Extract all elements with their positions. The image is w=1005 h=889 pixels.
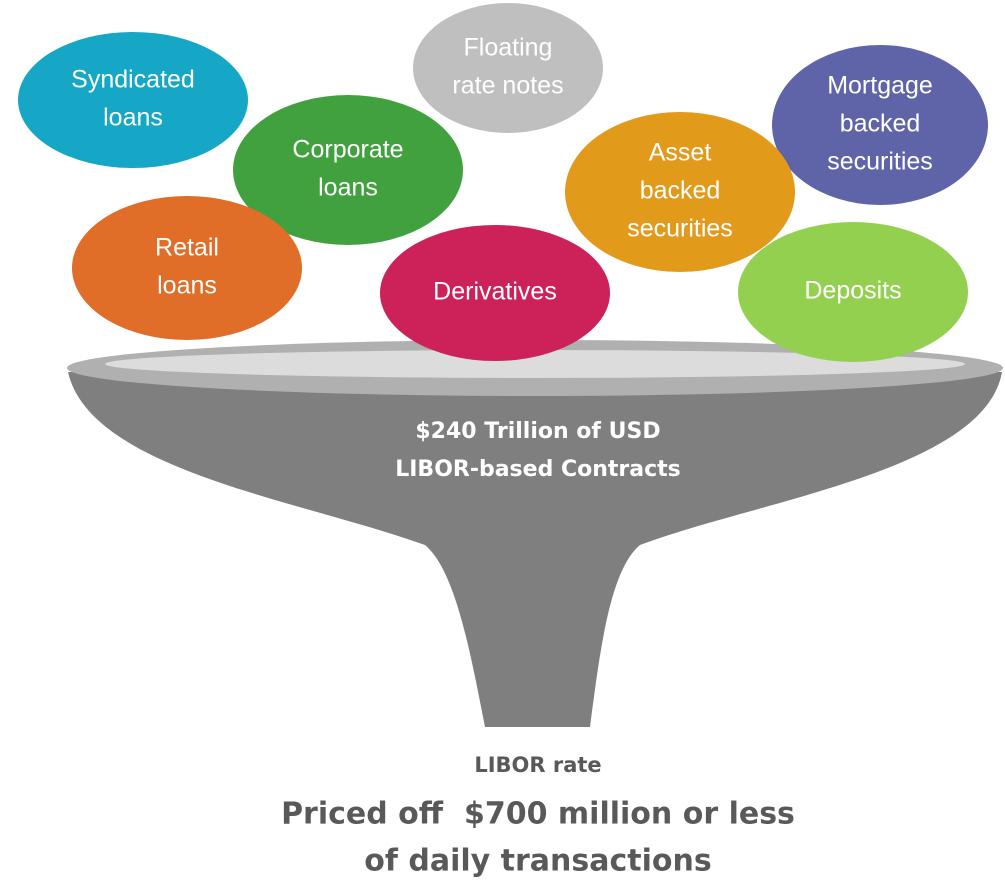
- bubble-label: Syndicated: [71, 66, 195, 94]
- bubble-label: Corporate: [292, 136, 403, 164]
- bubble-label: Deposits: [804, 277, 901, 305]
- bubble-label: backed: [840, 110, 921, 138]
- bubble: [565, 112, 795, 272]
- bubble-label: rate notes: [452, 72, 563, 100]
- bubble-label: Mortgage: [827, 72, 933, 100]
- funnel-body: [68, 372, 1002, 727]
- output-text: of daily transactions: [364, 844, 711, 879]
- funnel-label: $240 Trillion of USD: [415, 419, 660, 444]
- bubble-label: securities: [827, 148, 933, 176]
- bubble: [233, 95, 463, 245]
- bubble: [72, 196, 302, 340]
- bubble-label: loans: [103, 104, 163, 132]
- bubble-label: Floating: [464, 34, 553, 62]
- bubble: [380, 225, 610, 361]
- bubble-label: Derivatives: [433, 278, 557, 306]
- bubble-label: loans: [318, 174, 378, 202]
- bubble-label: Retail: [155, 234, 219, 262]
- bubble-label: backed: [640, 177, 721, 205]
- funnel-rim-inner: [105, 350, 965, 378]
- output-label: LIBOR rate: [474, 753, 601, 777]
- bubble: [772, 45, 988, 205]
- output-text: Priced off $700 million or less: [281, 797, 795, 832]
- bubble: [738, 222, 968, 362]
- bubble-label: loans: [157, 272, 217, 300]
- funnel-label: LIBOR-based Contracts: [395, 457, 681, 482]
- bubble: [18, 32, 248, 168]
- bubble-label: securities: [627, 215, 733, 243]
- bubble-label: Asset: [649, 139, 712, 167]
- bubble: [413, 3, 603, 133]
